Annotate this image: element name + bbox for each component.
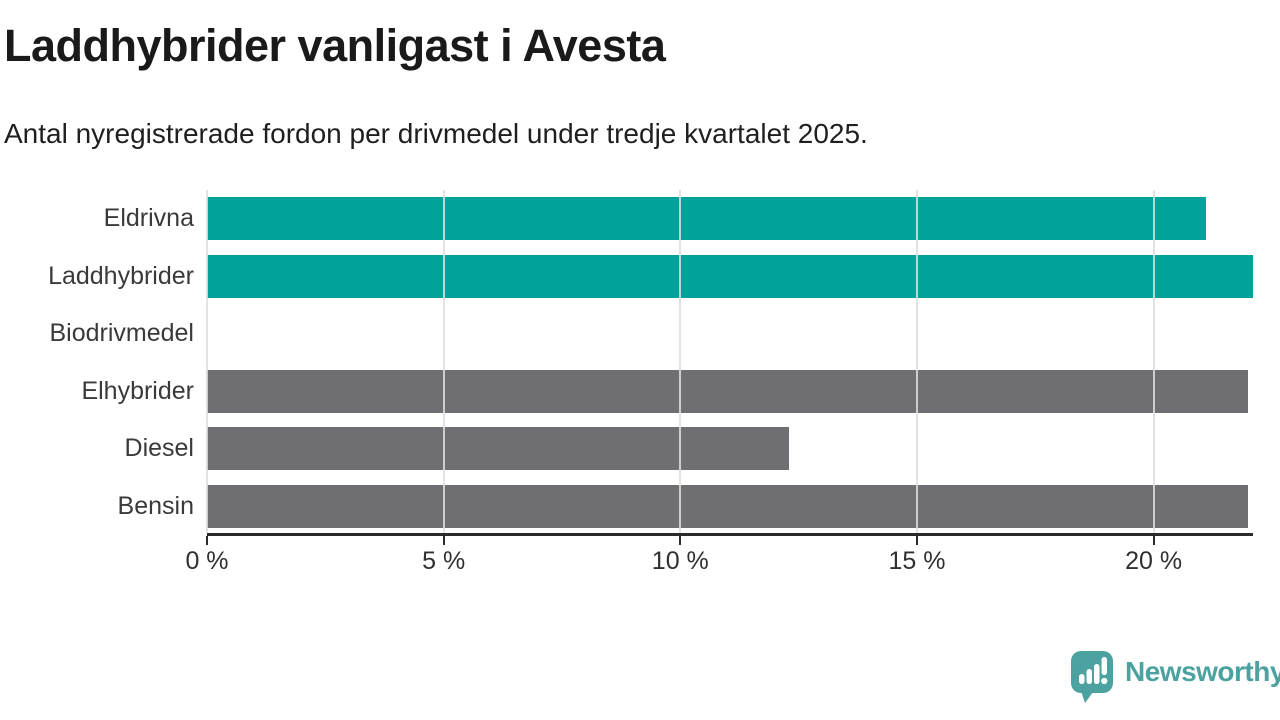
gridline-0 — [206, 190, 208, 533]
bar-bensin — [207, 484, 1249, 528]
gridline-10 — [679, 190, 682, 533]
category-label-diesel: Diesel — [124, 434, 194, 463]
x-tick-0 — [206, 536, 208, 545]
category-label-eldrivna: Eldrivna — [103, 204, 194, 233]
newsworthy-logo: Newsworthy — [1070, 650, 1280, 704]
chart-title: Laddhybrider vanligast i Avesta — [4, 20, 666, 71]
gridline-20 — [1152, 190, 1155, 533]
bar-eldrivna — [207, 197, 1206, 241]
x-axis-line — [207, 533, 1253, 536]
x-tick-label-5: 5 % — [422, 547, 466, 575]
x-tick-label-0: 0 % — [185, 547, 229, 575]
newsworthy-logo-icon — [1071, 651, 1113, 703]
x-tick-label-15: 15 % — [888, 547, 946, 575]
x-tick-label-20: 20 % — [1125, 547, 1183, 575]
x-tick-15 — [915, 536, 918, 545]
category-label-elhybrider: Elhybrider — [81, 376, 194, 405]
x-tick-20 — [1152, 536, 1155, 545]
category-label-laddhybrider: Laddhybrider — [48, 261, 194, 290]
gridline-15 — [915, 190, 918, 533]
x-tick-label-10: 10 % — [651, 547, 709, 575]
category-label-bensin: Bensin — [117, 491, 194, 520]
category-label-biodrivmedel: Biodrivmedel — [49, 319, 194, 348]
x-tick-10 — [679, 536, 682, 545]
x-tick-5 — [442, 536, 445, 545]
plot-area: 0 % 5 % 10 % 15 % 20 % — [185, 190, 1253, 575]
bar-elhybrider — [207, 369, 1249, 413]
bar-diesel — [207, 427, 790, 471]
bar-laddhybrider — [207, 254, 1253, 298]
gridline-5 — [442, 190, 445, 533]
chart-subtitle: Antal nyregistrerade fordon per drivmede… — [4, 118, 868, 149]
category-axis: Eldrivna Laddhybrider Biodrivmedel Elhybrid… — [0, 190, 194, 535]
newsworthy-logo-text: Newsworthy — [1125, 656, 1280, 687]
